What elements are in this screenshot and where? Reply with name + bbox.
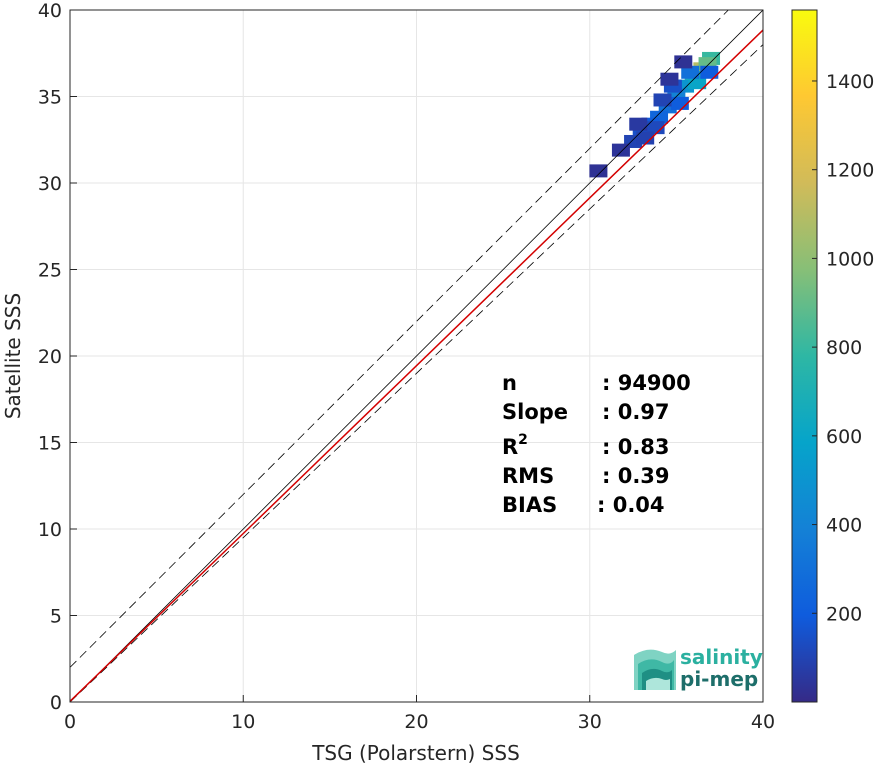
salinity-pi-mep-logo: salinity pi-mep [634, 645, 763, 691]
stats-box: n : 94900 Slope : 0.97 R2 : 0.83 RMS : 0… [502, 371, 691, 517]
stat-rms-label: RMS [502, 464, 554, 488]
density-cell [629, 117, 648, 131]
x-axis: 0 10 20 30 40 [64, 695, 775, 733]
y-tick-label: 5 [50, 606, 62, 628]
stat-n-label: n [502, 371, 517, 395]
y-tick-label: 25 [38, 260, 62, 282]
y-axis-label: Satellite SSS [1, 293, 25, 419]
colorbar-tick-label: 200 [826, 603, 862, 625]
y-axis: 0 5 10 15 20 25 30 35 40 [38, 0, 77, 714]
density-cell [681, 65, 700, 79]
lower-bound-line [69, 44, 764, 703]
colorbar-tick-label: 1000 [826, 248, 874, 270]
logo-line1: salinity [680, 645, 763, 669]
fit-line [69, 29, 764, 702]
stat-slope-label: Slope [502, 400, 568, 424]
x-tick-label: 30 [578, 711, 602, 733]
colorbar-tick-label: 800 [826, 337, 862, 359]
density-cell [589, 164, 608, 178]
logo-line2: pi-mep [680, 667, 758, 691]
identity-line [69, 9, 764, 703]
y-tick-label: 20 [38, 346, 62, 368]
density-cell [653, 93, 672, 107]
x-tick-label: 0 [64, 711, 76, 733]
x-tick-label: 20 [404, 711, 428, 733]
reference-lines [69, 9, 764, 703]
x-tick-label: 40 [751, 711, 775, 733]
density-cell [646, 121, 665, 135]
logo-waves-icon [634, 649, 676, 690]
density-cell [700, 65, 719, 79]
stat-r2-sup: 2 [518, 432, 528, 448]
stat-bias-value: : 0.04 [597, 493, 665, 517]
density-cell [674, 55, 693, 69]
stat-r2-base: R [502, 435, 518, 459]
density-cell [636, 131, 655, 145]
colorbar-ticks: 200 400 600 800 1000 1200 1400 [812, 71, 874, 625]
y-tick-label: 10 [38, 519, 62, 541]
colorbar-tick-label: 600 [826, 426, 862, 448]
density-cell [688, 76, 707, 90]
stat-n-value: : 94900 [602, 371, 691, 395]
y-tick-label: 40 [38, 0, 62, 22]
x-tick-label: 10 [231, 711, 255, 733]
y-tick-label: 0 [50, 692, 62, 714]
colorbar-tick-label: 1400 [826, 71, 874, 93]
stat-r2-value: : 0.83 [602, 435, 670, 459]
y-tick-label: 15 [38, 433, 62, 455]
stat-rms-value: : 0.39 [602, 464, 670, 488]
colorbar [791, 9, 818, 703]
stat-bias-label: BIAS [502, 493, 557, 517]
x-axis-label: TSG (Polarstern) SSS [311, 741, 520, 765]
y-tick-label: 35 [38, 87, 62, 109]
stat-r2-label: R2 [502, 432, 528, 459]
y-tick-label: 30 [38, 173, 62, 195]
stat-slope-value: : 0.97 [602, 400, 670, 424]
upper-bound-line [69, 9, 729, 668]
colorbar-tick-label: 400 [826, 515, 862, 537]
density-cell [660, 72, 679, 86]
colorbar-tick-label: 1200 [826, 160, 874, 182]
